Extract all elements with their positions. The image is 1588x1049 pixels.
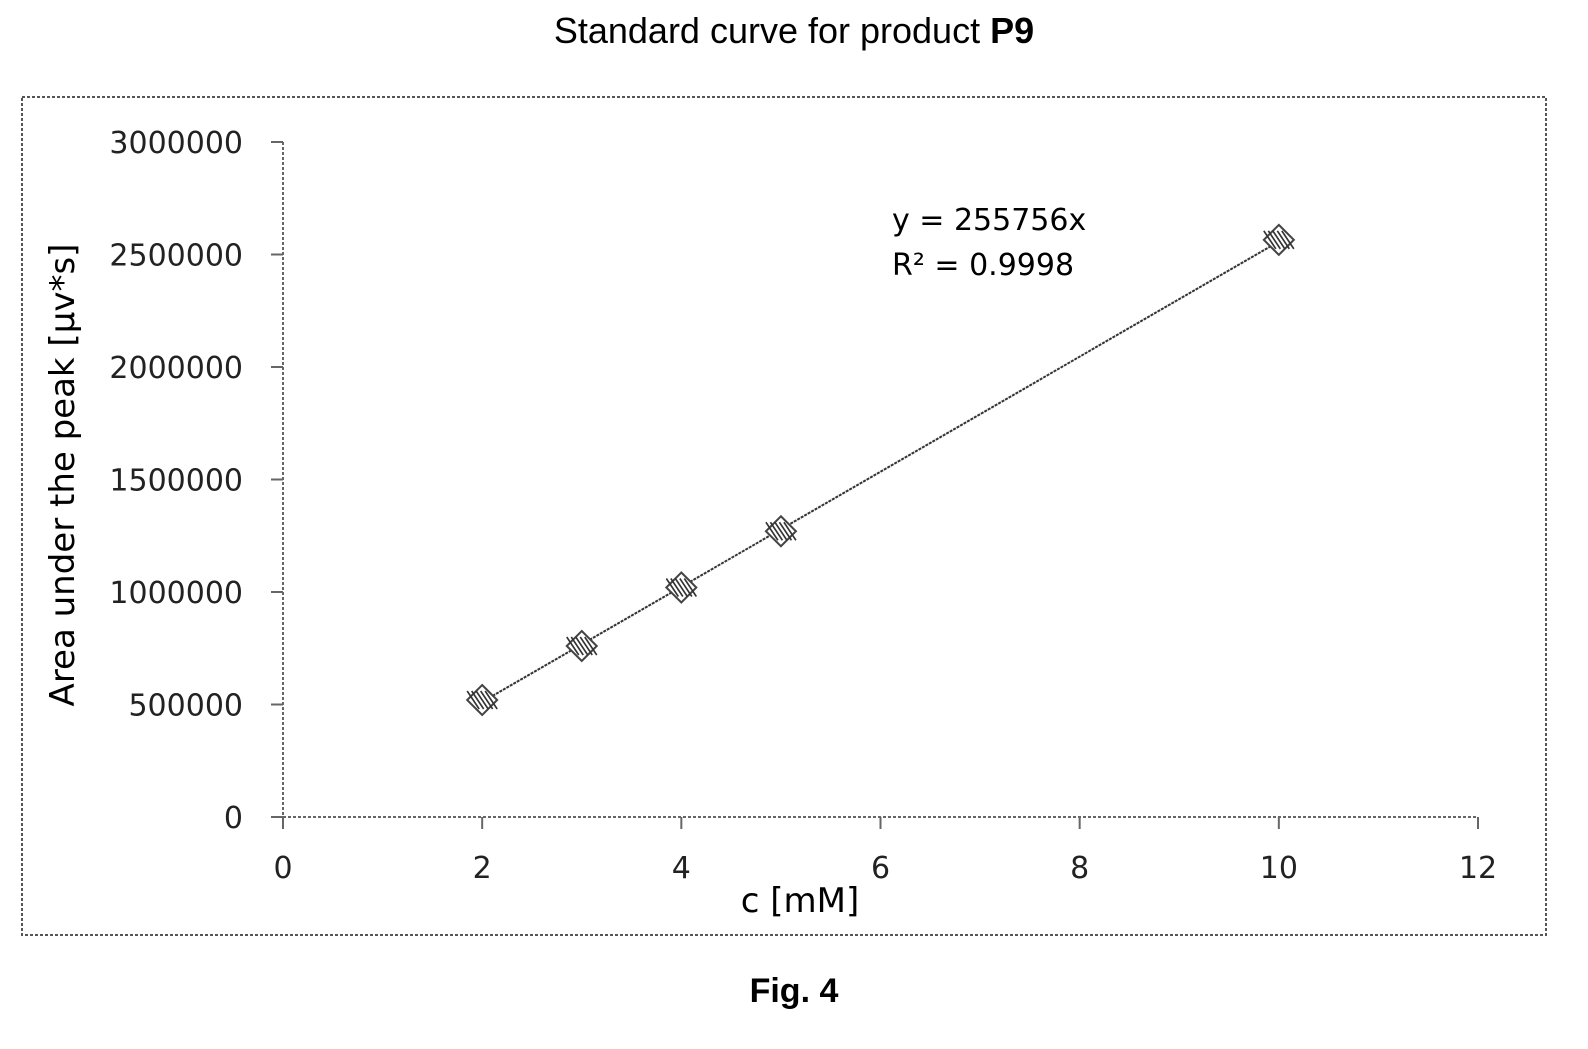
figure-caption: Fig. 4 [749,972,839,1010]
data-points [465,223,1296,717]
x-tick-label: 8 [1070,851,1089,886]
data-point [565,629,599,663]
r-squared-label: R² = 0.9998 [892,248,1074,283]
tick-labels: 0 500000 1000000 1500000 2000000 2500000 30000… [109,126,1497,886]
data-point [764,514,798,548]
chart-title-bold: P9 [990,10,1035,51]
x-tick-label: 10 [1260,851,1298,886]
chart-title-text: Standard curve for product [553,10,991,51]
y-tick-label: 1000000 [109,576,243,611]
x-tick-label: 6 [871,851,890,886]
chart-border [21,96,1547,936]
x-tick-label: 12 [1459,851,1497,886]
y-tick-label: 2000000 [109,351,243,386]
data-point [664,571,698,604]
x-axis-label: c [mM] [741,881,860,921]
y-tick-label: 0 [224,801,243,836]
chart-title: Standard curve for product P9 [0,10,1588,52]
y-tick-label: 1500000 [109,464,243,499]
trendline [481,240,1280,703]
y-axis-label: Area under the peak [µv*s] [43,244,83,707]
trendline-equation: y = 255756x [892,203,1086,238]
data-point [1262,223,1296,257]
y-tick-label: 500000 [128,689,243,724]
y-tick-label: 3000000 [109,126,243,161]
data-point [465,683,499,717]
y-tick-label: 2500000 [109,239,243,274]
x-tick-label: 4 [672,851,691,886]
x-tick-label: 2 [473,851,492,886]
x-tick-label: 0 [273,851,292,886]
axes [271,141,1479,829]
